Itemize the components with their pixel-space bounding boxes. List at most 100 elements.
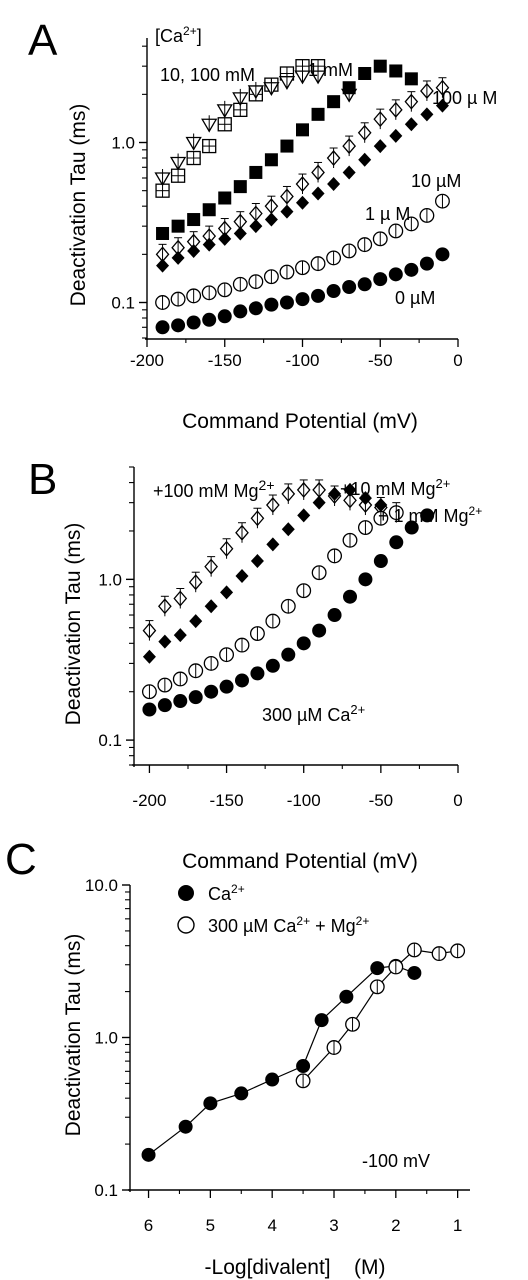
data-point <box>219 679 234 694</box>
data-point <box>218 191 232 205</box>
data-point <box>264 297 279 312</box>
data-point <box>157 677 173 693</box>
x-tick-label: -100 <box>287 791 321 810</box>
data-point <box>169 153 187 171</box>
panel-c-label: C <box>5 835 37 884</box>
data-point <box>388 99 403 120</box>
data-point <box>232 88 249 107</box>
data-point <box>311 288 326 303</box>
data-point <box>280 139 294 153</box>
data-point <box>204 556 218 577</box>
data-point <box>312 495 326 510</box>
data-point <box>435 98 449 113</box>
y-tick-label: 0.1 <box>94 1181 118 1200</box>
data-point <box>250 507 265 529</box>
data-point <box>185 133 202 151</box>
data-point <box>343 589 357 604</box>
data-point <box>265 658 280 673</box>
data-point <box>186 150 201 166</box>
data-point <box>343 482 357 497</box>
data-point <box>326 147 341 169</box>
panel-c-legend: Ca2+ 300 µM Ca2+ + Mg2+ <box>177 882 369 936</box>
data-point <box>296 123 309 137</box>
data-point <box>154 169 171 187</box>
legend-marker-ca <box>178 885 194 901</box>
legend-entry-ca: Ca2+ <box>208 882 245 904</box>
data-point <box>342 280 357 295</box>
x-tick-label: -50 <box>368 351 393 370</box>
data-point <box>311 565 327 581</box>
data-point <box>186 288 202 304</box>
data-point <box>142 702 157 717</box>
data-point <box>389 128 403 143</box>
data-point <box>372 231 388 247</box>
data-point <box>373 108 388 130</box>
data-point <box>388 267 403 282</box>
data-point <box>203 1096 218 1111</box>
data-point <box>327 95 341 109</box>
data-point <box>327 548 343 564</box>
data-point <box>373 554 388 569</box>
data-point <box>202 203 216 217</box>
data-point <box>309 67 327 85</box>
panel-b-ylabel: Deactivation Tau (ms) <box>62 523 85 726</box>
x-tick-label: -200 <box>132 791 166 810</box>
data-point <box>186 315 201 330</box>
data-point <box>357 520 373 536</box>
annotation-0um: 0 µM <box>395 288 435 308</box>
data-point <box>388 505 404 521</box>
annotation-100mv: -100 mV <box>362 1151 430 1171</box>
data-point <box>189 614 203 629</box>
x-tick-label: 4 <box>267 1216 276 1235</box>
data-point <box>142 649 156 664</box>
data-point <box>296 195 309 210</box>
x-tick-label: 6 <box>144 1216 153 1235</box>
data-point <box>187 243 201 258</box>
data-point <box>279 264 295 280</box>
data-point <box>310 256 326 272</box>
data-point <box>279 295 294 310</box>
x-tick-label: 2 <box>391 1216 400 1235</box>
data-point <box>249 165 263 179</box>
data-point <box>142 620 157 641</box>
data-point <box>280 204 294 219</box>
y-tick-label: 10.0 <box>85 876 118 895</box>
y-tick-label: 1.0 <box>98 570 122 589</box>
data-point <box>358 152 372 167</box>
data-point <box>435 193 450 209</box>
data-point <box>141 1147 156 1162</box>
panel-c: C Deactivation Tau (ms) -Log[divalent] (… <box>5 835 470 1279</box>
annotation-1um: 1 µ M <box>365 204 410 224</box>
data-point <box>407 965 422 980</box>
data-point <box>373 272 388 287</box>
data-point <box>265 613 281 629</box>
data-point <box>296 636 311 651</box>
data-point <box>373 510 389 526</box>
x-tick-label: 0 <box>453 351 462 370</box>
data-point <box>314 1013 329 1028</box>
data-point <box>296 583 312 599</box>
data-point <box>420 107 434 122</box>
x-tick-label: -150 <box>210 791 244 810</box>
data-point <box>369 979 385 995</box>
data-point <box>374 498 388 513</box>
data-point <box>403 216 419 232</box>
data-point <box>278 72 296 90</box>
data-point <box>389 535 404 550</box>
data-point <box>234 1086 249 1101</box>
data-point <box>295 59 310 74</box>
data-point <box>202 138 217 154</box>
data-point <box>370 961 385 976</box>
data-point <box>158 634 172 649</box>
panel-a-ylabel: Deactivation Tau (ms) <box>67 104 90 307</box>
data-point <box>295 173 310 195</box>
panel-b-axes: -200 -150 -100 -50 0 0.1 1.0 <box>98 466 463 810</box>
data-point <box>281 483 296 504</box>
data-point <box>264 153 278 167</box>
data-point <box>233 304 248 319</box>
data-point <box>404 520 419 535</box>
data-point <box>232 276 248 292</box>
data-point <box>188 690 203 705</box>
data-point <box>188 663 204 679</box>
